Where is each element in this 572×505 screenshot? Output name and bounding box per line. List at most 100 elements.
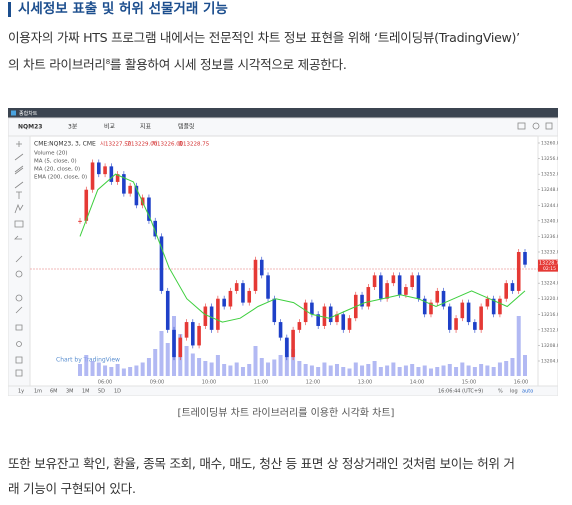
legend-ohlc: 종13228.75: [178, 141, 210, 148]
volume-bar: [215, 355, 220, 376]
candle-body: [172, 329, 176, 358]
candle-body: [84, 189, 89, 221]
x-tick-label: 11:00: [254, 380, 268, 386]
toolbar-item: 템플릿: [178, 124, 195, 131]
candle-body: [460, 302, 465, 319]
candle-body: [184, 322, 189, 338]
period-button[interactable]: 6M: [50, 389, 58, 395]
candle-body: [523, 252, 527, 265]
scale-option[interactable]: %: [498, 389, 503, 395]
period-button[interactable]: 1M: [82, 389, 90, 395]
volume-bar: [115, 364, 120, 376]
candle-body: [441, 290, 446, 307]
intro-line: 의 차트 라이브러리8를 활용하여 시세 정보를 시각적으로 제공한다.: [8, 50, 568, 77]
volume-bar: [328, 365, 333, 376]
candle-body: [303, 302, 308, 323]
toolbar-item: 지표: [140, 123, 152, 131]
candle-body: [479, 306, 483, 330]
y-tick-label: 13212.00: [541, 327, 558, 333]
candle-body: [165, 290, 170, 330]
x-tick-label: 13:00: [358, 380, 372, 386]
candle-body: [278, 322, 283, 338]
legend-indicator: EMA (200, close, 0): [34, 175, 87, 181]
x-tick-label: 15:00: [462, 380, 476, 386]
volume-bar: [153, 349, 158, 376]
toolbar-item: 비교: [104, 123, 116, 131]
volume-bar: [109, 367, 114, 376]
volume-bar: [90, 361, 95, 376]
candle-body: [103, 166, 107, 175]
volume-bar: [504, 361, 509, 376]
period-button[interactable]: 1D: [114, 389, 121, 395]
x-tick-label: 16:00: [514, 380, 528, 386]
x-tick-label: 10:00: [202, 380, 216, 386]
intro-line: 이용자의 가짜 HTS 프로그램 내에서는 전문적인 차트 정보 표현을 위해 …: [8, 30, 520, 45]
volume-bar: [422, 365, 427, 376]
volume-bar: [84, 355, 89, 376]
volume-bar: [397, 367, 402, 376]
candle-body: [435, 290, 440, 303]
volume-bar: [416, 367, 421, 376]
candle-body: [90, 162, 95, 190]
volume-bar: [334, 364, 339, 376]
volume-bar: [197, 358, 202, 376]
candle-body: [97, 162, 101, 175]
volume-bar: [272, 359, 277, 376]
volume-bar: [523, 355, 527, 376]
bottom-bar: [8, 385, 558, 396]
y-tick-label: 13248.00: [541, 187, 558, 193]
candle-body: [291, 329, 295, 358]
period-button[interactable]: 5D: [98, 389, 105, 395]
candle-body: [266, 275, 270, 299]
y-tick-label: 13256.00: [541, 156, 558, 162]
candle-body: [285, 337, 289, 358]
toolbar-item: 3분: [68, 124, 78, 131]
candle-body: [404, 287, 408, 295]
volume-bar: [309, 365, 314, 376]
candle-body: [347, 318, 352, 330]
volume-bar: [454, 367, 459, 376]
volume-bar: [190, 353, 195, 376]
volume-bar: [353, 362, 358, 376]
volume-bar: [428, 368, 433, 376]
volume-bar: [510, 358, 515, 376]
candle-body: [498, 298, 502, 315]
candle-body: [341, 314, 346, 330]
volume-bar: [360, 365, 365, 376]
period-button[interactable]: 1y: [18, 389, 24, 395]
y-tick-label: 13204.00: [541, 359, 558, 365]
candle-body: [216, 298, 220, 330]
candle-body: [203, 306, 208, 326]
candle-body: [466, 302, 471, 323]
volume-bar: [259, 358, 264, 376]
text: 의 차트 라이브러리: [8, 57, 106, 73]
candle-body: [259, 259, 264, 276]
candle-body: [191, 322, 195, 346]
y-tick-label: 13240.00: [541, 218, 558, 224]
candle-body: [516, 252, 521, 291]
candle-body: [385, 283, 389, 299]
candle-body: [366, 287, 371, 307]
period-button[interactable]: 1m: [34, 389, 42, 395]
toolbar-item: NQM23: [18, 124, 42, 131]
scale-option[interactable]: auto: [522, 389, 533, 395]
volume-bar: [497, 362, 502, 376]
candle-body: [241, 283, 245, 303]
volume-bar: [303, 364, 308, 376]
candle-body: [115, 174, 120, 182]
scale-option[interactable]: log: [510, 389, 518, 395]
candle-body: [485, 298, 490, 307]
candle-body: [473, 322, 477, 330]
candle-body: [316, 314, 320, 326]
candle-body: [153, 220, 158, 237]
candle-body: [78, 220, 82, 222]
candle-body: [416, 275, 421, 299]
volume-bar: [203, 361, 208, 376]
candle-body: [447, 306, 452, 330]
period-button[interactable]: 3M: [66, 389, 74, 395]
candle-body: [222, 298, 226, 307]
tool-column: [8, 135, 31, 396]
volume-bar: [385, 365, 390, 376]
candle-body: [234, 283, 239, 291]
volume-bar: [78, 364, 82, 376]
